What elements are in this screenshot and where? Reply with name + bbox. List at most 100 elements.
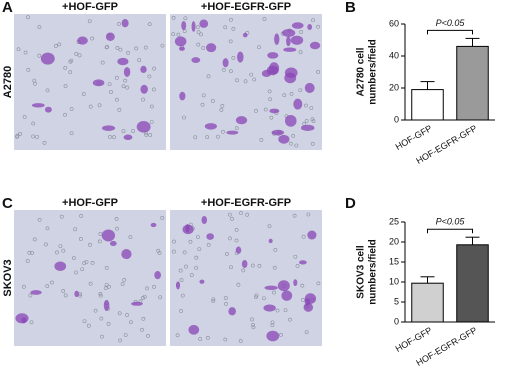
micrograph	[14, 210, 166, 346]
cell-outline	[234, 227, 239, 232]
cell-outline	[220, 103, 225, 108]
cell-outline	[77, 53, 82, 58]
cell-outline	[141, 295, 145, 300]
cell-outline	[270, 323, 275, 328]
cell-outline	[55, 250, 59, 255]
cell-outline	[88, 242, 92, 247]
cell-outline	[249, 72, 254, 77]
cell-outline	[179, 278, 184, 282]
cell-outline	[120, 282, 125, 286]
cell-outline	[205, 335, 210, 340]
cell-outline	[171, 32, 176, 37]
y-tick-label: 0	[394, 114, 399, 124]
cell-blob	[117, 57, 129, 66]
cell-outline	[117, 22, 121, 26]
cell-blob	[284, 114, 297, 127]
cell-outline	[114, 75, 119, 80]
cell-outline	[210, 99, 215, 103]
cell-outline	[200, 102, 205, 107]
cell-outline	[228, 236, 232, 241]
cell-blob	[304, 293, 317, 304]
cell-outline	[239, 211, 243, 216]
cell-blob	[293, 98, 303, 110]
cell-blob	[31, 103, 45, 108]
cell-outline	[254, 293, 259, 298]
cell-outline	[289, 92, 294, 96]
cell-outline	[211, 298, 216, 303]
cell-blob	[277, 280, 290, 292]
cell-blob	[44, 106, 52, 113]
cell-outline	[251, 322, 255, 327]
cell-blob	[241, 260, 248, 268]
cell-outline	[148, 133, 153, 137]
cell-outline	[141, 97, 145, 102]
cell-blob	[54, 261, 67, 271]
cell-outline	[125, 85, 130, 90]
cell-outline	[32, 237, 37, 242]
cell-outline	[100, 334, 104, 339]
cell-outline	[250, 317, 255, 322]
cell-outline	[117, 107, 122, 112]
cell-outline	[23, 50, 28, 55]
cell-blob	[226, 130, 239, 135]
cell-outline	[31, 134, 36, 139]
cell-blob	[286, 36, 291, 47]
cell-outline	[234, 238, 239, 243]
cell-blob	[283, 47, 297, 52]
cell-blob	[121, 249, 132, 260]
cell-outline	[201, 93, 206, 98]
y-tick-label: 20	[389, 82, 399, 92]
cell-outline	[267, 224, 272, 229]
cell-blob	[204, 123, 217, 130]
cell-outline	[114, 217, 119, 221]
cell-outline	[90, 36, 95, 41]
cell-outline	[228, 39, 233, 44]
panel-letter: B	[345, 0, 356, 16]
cell-outline	[160, 43, 165, 48]
cell-outline	[123, 333, 128, 337]
y-tick-label: 15	[389, 256, 399, 266]
significance-bracket	[427, 228, 473, 234]
cell-outline	[97, 239, 102, 244]
cell-blob	[228, 307, 236, 316]
cell-blob	[271, 129, 285, 136]
cell-outline	[172, 239, 176, 244]
image-label: +HOF-EGFR-GFP	[201, 197, 291, 209]
cell-blob	[199, 19, 209, 28]
cell-outline	[268, 97, 273, 102]
image-label: +HOF-EGFR-GFP	[201, 1, 291, 13]
cell-outline	[225, 252, 229, 256]
cell-outline	[63, 293, 68, 298]
cell-outline	[87, 19, 92, 24]
cell-outline	[126, 50, 131, 55]
cell-outline	[229, 265, 233, 270]
bar	[456, 244, 489, 323]
cell-outline	[37, 25, 42, 30]
cell-outline	[205, 135, 210, 140]
cell-blob	[281, 290, 293, 301]
cell-blob	[307, 230, 317, 240]
cell-outline	[149, 104, 154, 109]
y-tick-label: 0	[394, 316, 399, 326]
x-tick-label: HOF-GFP	[394, 325, 434, 354]
cell-outline	[294, 143, 299, 148]
y-tick-label: 40	[389, 50, 399, 60]
y-axis-label: numbers/field	[368, 239, 379, 305]
cell-outline	[310, 117, 315, 122]
cell-outline	[115, 226, 119, 231]
cell-outline	[30, 251, 34, 255]
cell-outline	[199, 32, 203, 37]
bar	[456, 45, 489, 121]
cell-outline	[31, 121, 36, 126]
cell-outline	[300, 283, 305, 288]
cell-outline	[176, 32, 181, 37]
cell-outline	[206, 74, 211, 79]
cell-outline	[291, 134, 296, 138]
cell-blob	[181, 20, 187, 31]
cell-outline	[238, 339, 243, 343]
cell-outline	[32, 78, 37, 83]
cell-outline	[151, 87, 156, 92]
cell-outline	[301, 234, 306, 239]
cell-outline	[93, 308, 98, 313]
cell-blob	[77, 36, 88, 45]
